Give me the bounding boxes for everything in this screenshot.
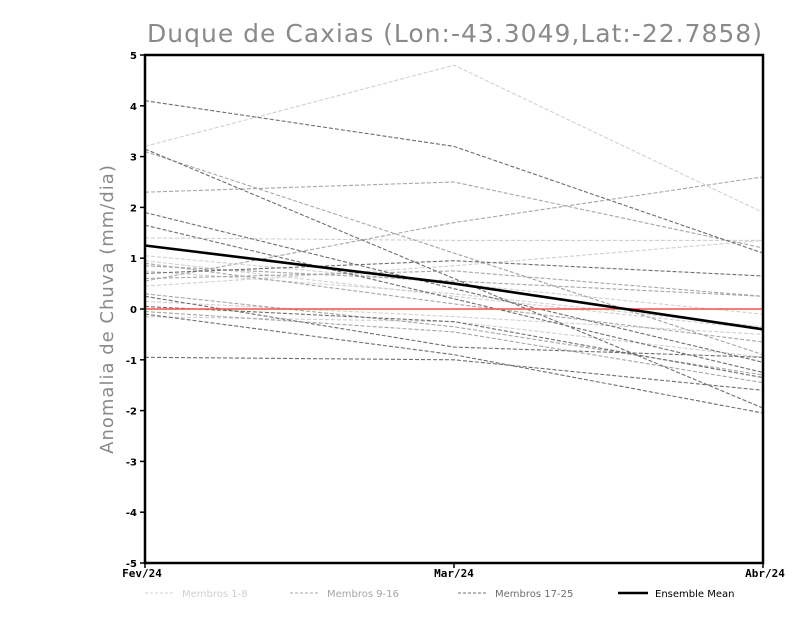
member-line-1-7 xyxy=(145,239,763,287)
x-tick-label: Fev/24 xyxy=(122,567,162,580)
y-tick-label: -5 xyxy=(126,559,137,570)
member-line-3-7 xyxy=(145,224,763,374)
x-tick-label: Abr/24 xyxy=(745,567,785,580)
x-axis-ticks: Fev/24 Mar/24 Abr/24 xyxy=(122,563,785,580)
plot-area xyxy=(145,64,763,414)
member-line-1-2 xyxy=(145,237,763,241)
y-tick-label: 0 xyxy=(130,305,137,316)
member-line-3-9 xyxy=(145,305,763,379)
y-tick-label: 4 xyxy=(130,102,137,113)
member-line-3-5 xyxy=(145,356,763,391)
member-line-3-1 xyxy=(145,100,763,254)
member-line-1-3 xyxy=(145,255,763,315)
y-tick-label: -2 xyxy=(126,407,137,418)
y-axis-label: Anomalia de Chuva (mm/dia) xyxy=(97,164,118,454)
member-line-3-4 xyxy=(145,260,763,277)
legend-label: Membros 1-8 xyxy=(182,589,248,600)
y-tick-label: -1 xyxy=(126,356,137,367)
member-line-1-6 xyxy=(145,300,763,335)
y-tick-label: 1 xyxy=(130,254,137,265)
member-line-2-8 xyxy=(145,270,763,297)
member-line-2-6 xyxy=(145,262,763,343)
y-axis-ticks: -5 -4 -3 -2 -1 0 1 2 3 4 5 xyxy=(126,51,145,570)
series-layer xyxy=(145,64,763,414)
member-line-1-8 xyxy=(145,316,763,358)
member-line-2-5 xyxy=(145,181,763,249)
ensemble-mean-line xyxy=(145,244,763,331)
member-line-2-1 xyxy=(145,265,763,297)
y-tick-label: -3 xyxy=(126,457,137,468)
member-line-1-1 xyxy=(145,64,763,213)
member-line-3-3 xyxy=(145,211,763,363)
y-tick-label: 5 xyxy=(130,51,137,62)
y-tick-label: -4 xyxy=(126,508,137,519)
member-line-3-6 xyxy=(145,295,763,358)
member-line-3-2 xyxy=(145,148,763,409)
legend-label: Membros 9-16 xyxy=(327,589,399,600)
legend: Membros 1-8 Membros 9-16 Membros 17-25 Ense… xyxy=(145,589,734,600)
legend-label: Membros 17-25 xyxy=(495,589,573,600)
x-tick-label: Mar/24 xyxy=(434,567,474,580)
member-line-2-2 xyxy=(145,176,763,282)
member-line-2-7 xyxy=(145,310,763,384)
member-line-1-4 xyxy=(145,260,763,330)
member-line-1-5 xyxy=(145,270,763,328)
legend-label: Ensemble Mean xyxy=(655,589,734,600)
y-tick-label: 3 xyxy=(130,153,137,164)
y-tick-label: 2 xyxy=(130,203,137,214)
chart-title: Duque de Caxias (Lon:-43.3049,Lat:-22.78… xyxy=(147,19,763,48)
member-line-3-8 xyxy=(145,313,763,414)
member-line-2-4 xyxy=(145,150,763,356)
